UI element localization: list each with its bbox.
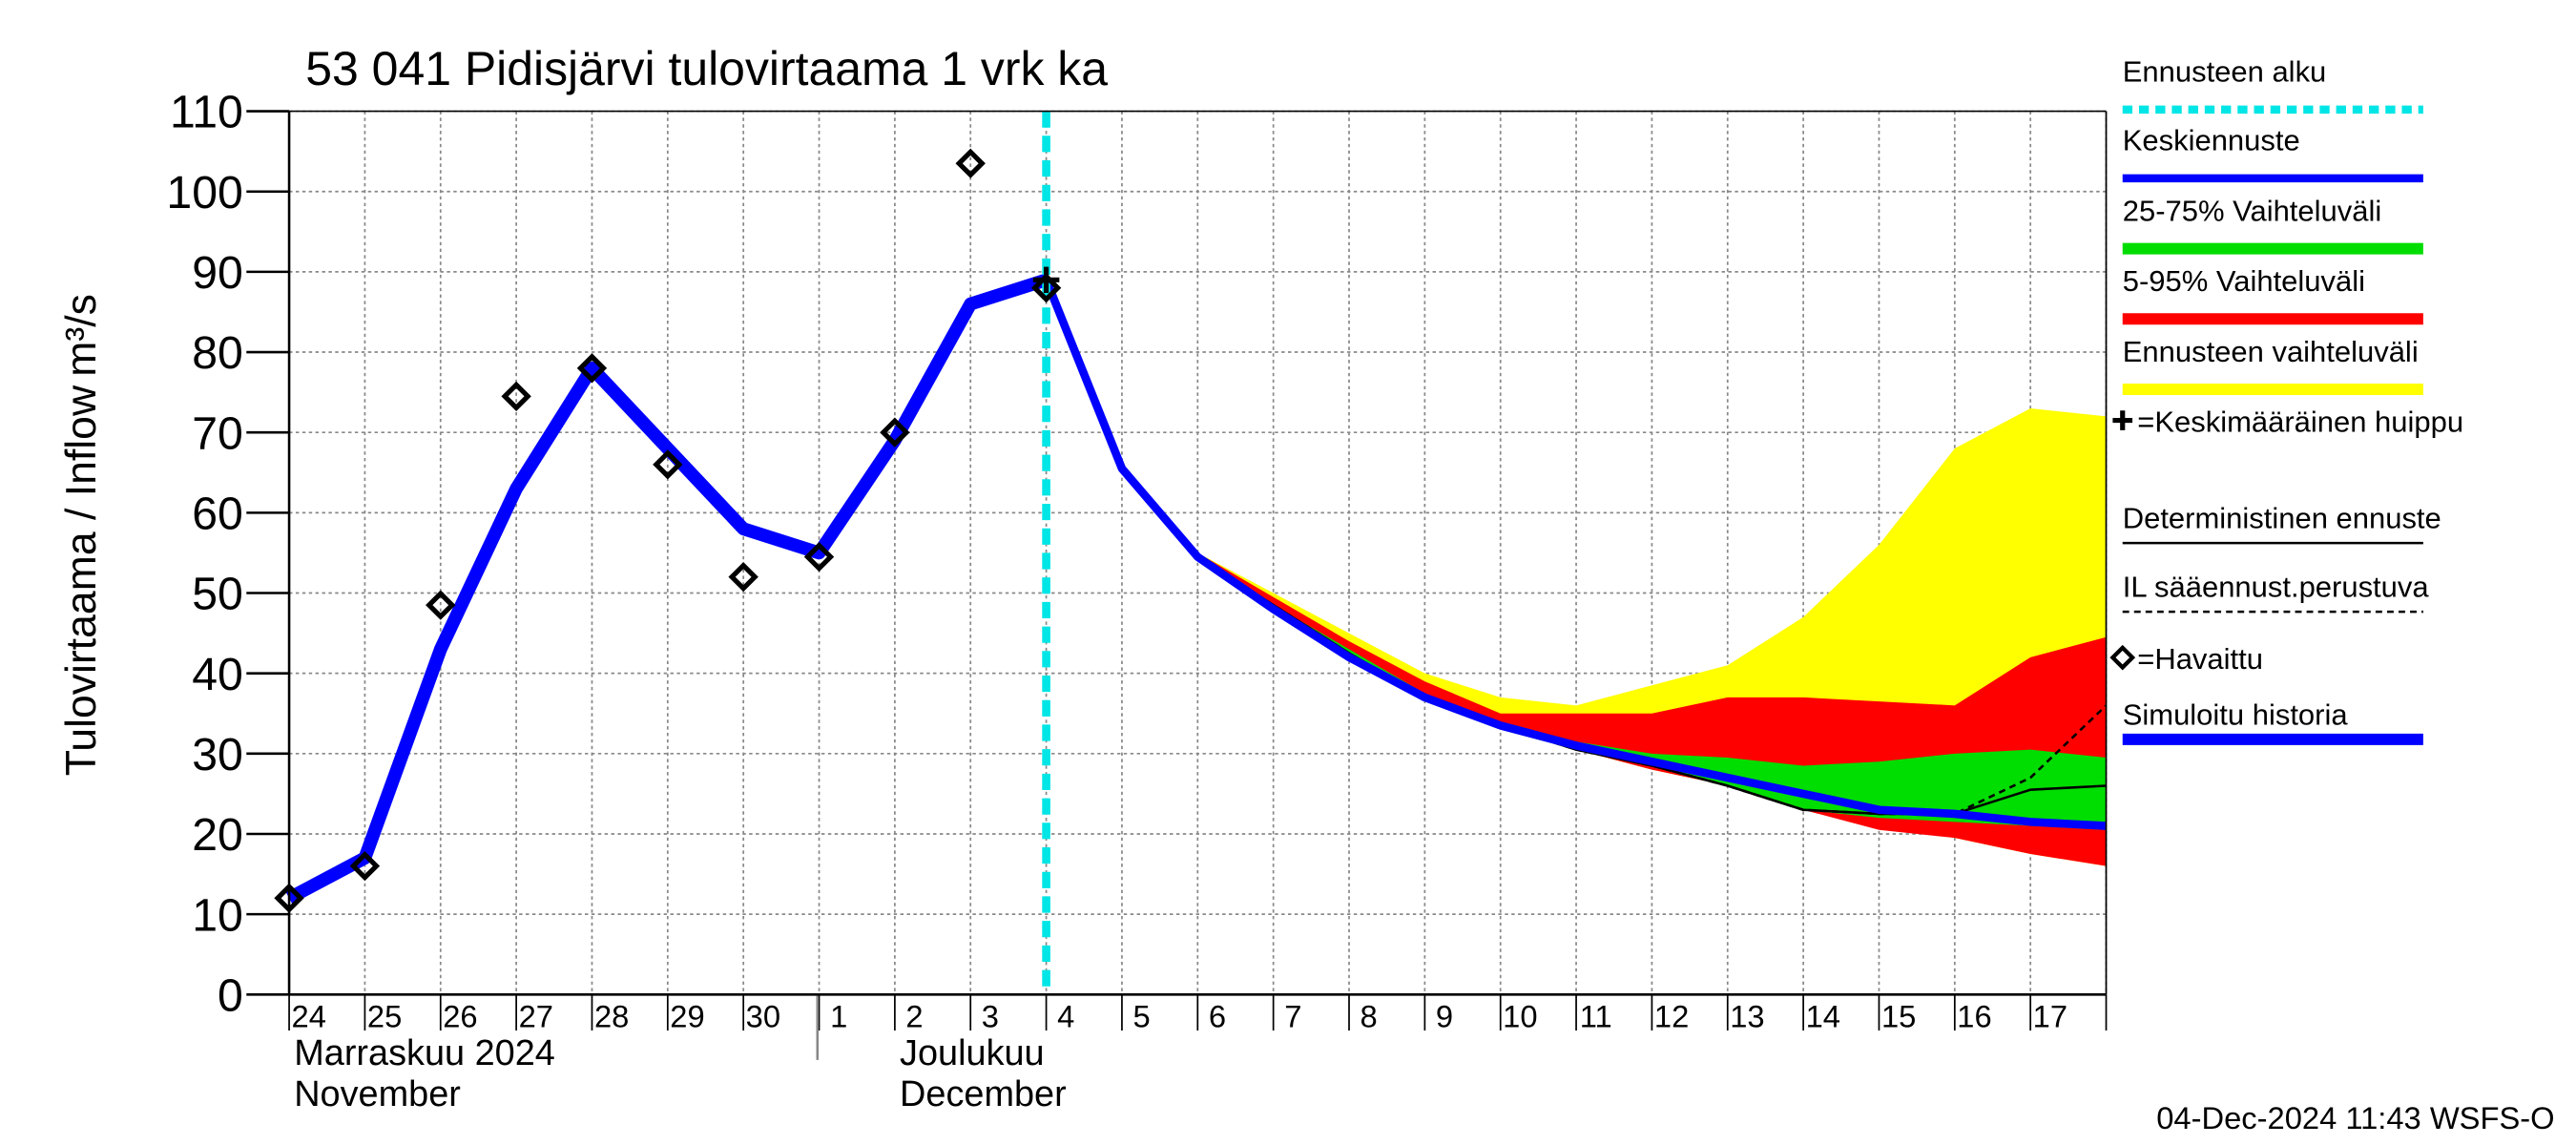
y-tick-label: 70 <box>192 407 243 459</box>
x-tick-label: 11 <box>1580 999 1612 1034</box>
x-tick-label: 5 <box>1133 999 1151 1034</box>
month-label: Marraskuu 2024 <box>294 1033 555 1073</box>
y-tick-label: 60 <box>192 489 243 540</box>
month-label: Joulukuu <box>900 1033 1045 1073</box>
legend-label: Simuloitu historia <box>2123 697 2349 731</box>
y-tick-label: 20 <box>192 809 243 861</box>
legend-label: IL sääennust.perustuva <box>2123 571 2430 604</box>
x-tick-label: 16 <box>1957 999 1991 1034</box>
x-tick-label: 27 <box>519 999 553 1034</box>
y-tick-label: 50 <box>192 569 243 620</box>
peak-marker <box>1032 266 1060 294</box>
x-tick-label: 17 <box>2033 999 2067 1034</box>
y-tick-label: 40 <box>192 649 243 700</box>
y-tick-label: 30 <box>192 729 243 781</box>
x-tick-label: 24 <box>292 999 326 1034</box>
observed-point <box>426 590 456 620</box>
legend-label: Ennusteen alku <box>2123 55 2327 89</box>
y-tick-label: 110 <box>170 87 243 138</box>
x-tick-label: 12 <box>1654 999 1689 1034</box>
x-tick-label: 4 <box>1057 999 1074 1034</box>
observed-point <box>349 850 381 882</box>
y-tick-label: 90 <box>192 247 243 299</box>
legend-label: =Havaittu <box>2137 642 2263 676</box>
x-tick-label: 29 <box>670 999 704 1034</box>
x-tick-label: 2 <box>905 999 923 1034</box>
legend-label: Keskiennuste <box>2123 124 2300 157</box>
chart-title: 53 041 Pidisjärvi tulovirtaama 1 vrk ka <box>305 42 1108 95</box>
legend-swatch <box>2112 410 2133 430</box>
legend-label: Ennusteen vaihteluväli <box>2123 335 2419 368</box>
y-tick-label: 100 <box>166 167 242 219</box>
x-tick-label: 7 <box>1284 999 1301 1034</box>
observed-point <box>653 449 683 480</box>
forecast-band <box>1197 556 2107 830</box>
observed-point <box>880 417 910 448</box>
x-tick-label: 1 <box>830 999 847 1034</box>
y-tick-label: 80 <box>192 327 243 379</box>
x-tick-label: 3 <box>982 999 999 1034</box>
legend-label: =Keskimääräinen huippu <box>2137 406 2463 439</box>
observed-point <box>955 148 986 178</box>
x-tick-label: 15 <box>1881 999 1916 1034</box>
month-label: December <box>900 1074 1067 1114</box>
x-tick-label: 8 <box>1361 999 1378 1034</box>
x-tick-label: 25 <box>367 999 402 1034</box>
legend-label: 5-95% Vaihteluväli <box>2123 264 2365 298</box>
x-tick-label: 9 <box>1436 999 1453 1034</box>
x-tick-label: 6 <box>1209 999 1226 1034</box>
legend-swatch <box>2109 644 2136 671</box>
observed-point <box>576 353 608 384</box>
series-line <box>285 273 1049 905</box>
x-tick-label: 26 <box>443 999 477 1034</box>
x-tick-label: 14 <box>1806 999 1840 1034</box>
y-tick-label: 0 <box>218 970 243 1022</box>
observed-point <box>1030 273 1062 303</box>
series-line <box>1042 278 2107 830</box>
month-label: November <box>294 1074 461 1114</box>
observed-point <box>728 562 758 593</box>
x-tick-label: 28 <box>594 999 629 1034</box>
y-axis-label: Tulovirtaama / Inflow <box>58 385 105 776</box>
y-tick-label: 10 <box>192 889 243 941</box>
observed-point <box>501 381 531 411</box>
x-tick-label: 10 <box>1503 999 1537 1034</box>
y-axis-unit: m³/s <box>58 294 105 377</box>
observed-point <box>803 541 835 572</box>
legend-label: 25-75% Vaihteluväli <box>2123 194 2381 227</box>
legend-label: Deterministinen ennuste <box>2123 502 2441 535</box>
x-tick-label: 30 <box>746 999 780 1034</box>
footer: 04-Dec-2024 11:43 WSFS-O <box>2156 1100 2554 1135</box>
x-tick-label: 13 <box>1730 999 1764 1034</box>
